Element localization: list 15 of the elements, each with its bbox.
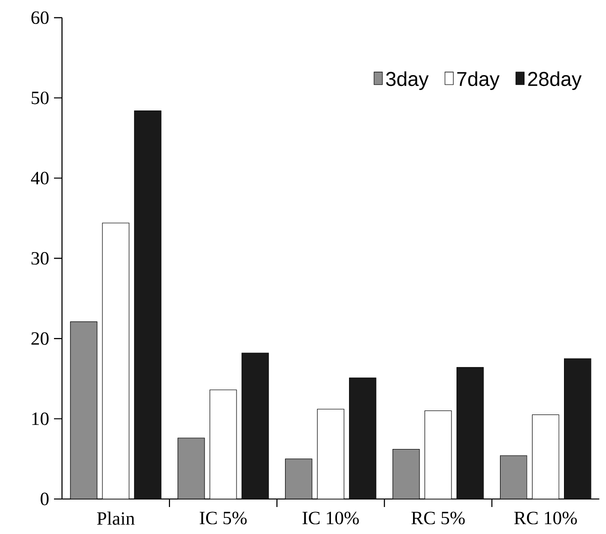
y-tick-label: 0 [40,492,49,506]
y-tick-label: 20 [31,332,49,345]
x-tick-label: IC 10% [302,512,359,524]
y-tick-label: 10 [32,412,49,426]
y-tick-label: 40 [30,172,49,184]
y-tick-label: 30 [32,252,49,265]
legend-label: 28day [528,71,582,90]
x-tick-label: IC 5% [200,512,247,524]
y-tick-label: 50 [32,92,49,104]
x-tick-label: RC 5% [411,512,465,524]
x-tick-label: Plain [97,512,135,525]
legend-label: 7day [457,71,500,90]
x-tick-label: RC 10% [514,512,577,524]
legend-label: 3day [386,71,429,90]
y-tick-label: 60 [31,11,49,24]
